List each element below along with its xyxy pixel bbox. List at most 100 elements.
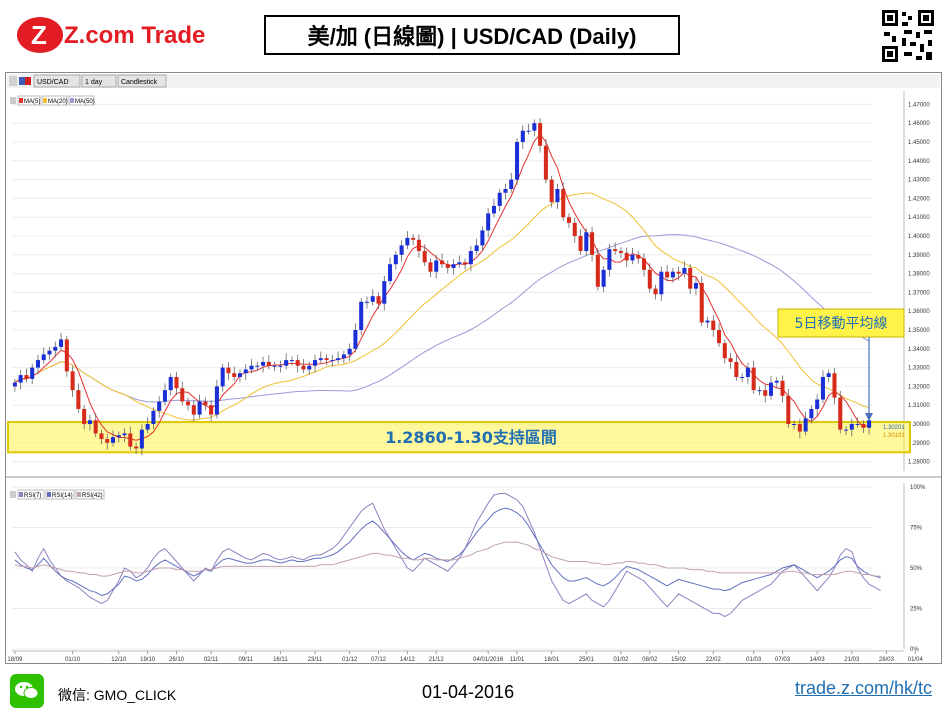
candle-body [486, 213, 491, 231]
x-tick-label: 21/12 [429, 657, 445, 663]
candle-body [411, 237, 416, 240]
toolbar-handle-icon[interactable] [9, 76, 17, 86]
x-tick-label: 07/12 [371, 657, 387, 663]
rsi-legend-collapse-icon[interactable] [10, 491, 16, 498]
interval-button[interactable] [81, 74, 117, 88]
candle-body [18, 375, 23, 383]
candle-body [532, 123, 537, 131]
legend-rsi14: RSI(14) [52, 493, 73, 499]
candle-body [613, 249, 618, 252]
candle-body [803, 418, 808, 432]
x-tick-label: 19/10 [140, 657, 156, 663]
ma20-line [14, 192, 870, 421]
x-tick-label: 18/01 [544, 657, 560, 663]
candle-body [838, 397, 843, 430]
candle-body [809, 408, 814, 419]
candle-body [272, 365, 277, 367]
price-tick-label: 1.38000 [908, 272, 930, 278]
candle-body [307, 365, 312, 370]
candle-body [428, 262, 433, 272]
x-tick-label: 09/11 [238, 657, 253, 663]
candle-body [578, 236, 583, 252]
candle-body [47, 350, 52, 355]
website-link[interactable]: trade.z.com/hk/tc [795, 678, 933, 698]
candle-body [122, 433, 127, 436]
x-tick-label: 04/01/2016 [473, 657, 504, 663]
candle-body [186, 401, 191, 406]
candle-body [336, 358, 341, 361]
candle-body [520, 130, 525, 142]
last-price-label: 1.30201 [883, 425, 905, 431]
x-tick-label: 01/02 [613, 657, 629, 663]
candle-body [561, 189, 566, 218]
candle-body [105, 439, 110, 443]
candle-body [128, 433, 133, 447]
candle-body [722, 343, 727, 359]
candle-body [699, 283, 704, 323]
candle-body [861, 424, 866, 428]
price-tick-label: 1.31000 [908, 403, 930, 409]
price-tick-label: 1.35000 [908, 328, 930, 334]
x-tick-label: 01/03 [746, 657, 762, 663]
candles [12, 117, 872, 456]
symbol-button[interactable] [33, 74, 81, 88]
svg-text:Z: Z [31, 20, 47, 50]
candle-body [416, 239, 421, 252]
candle-body [468, 251, 473, 265]
candle-body [53, 346, 58, 351]
x-tick-label: 14/12 [400, 657, 416, 663]
x-tick-label: 26/10 [169, 657, 185, 663]
candle-body [665, 271, 670, 278]
x-tick-label: 02/11 [204, 657, 219, 663]
legend-collapse-icon[interactable] [10, 97, 16, 104]
price-tick-label: 1.43000 [908, 178, 930, 184]
chart-style-button[interactable] [117, 74, 167, 88]
candle-body [572, 222, 577, 236]
candle-body [797, 424, 802, 432]
ca-flag-icon [25, 77, 31, 85]
candle-body [359, 301, 364, 330]
x-tick-label: 23/11 [308, 657, 323, 663]
candle-body [382, 281, 387, 304]
wechat-icon[interactable] [10, 674, 44, 708]
rsi-axis: 0% 25% 50% 75% 100% [903, 483, 926, 653]
x-tick-label: 21/03 [844, 657, 860, 663]
candle-body [220, 367, 225, 387]
candle-body [451, 264, 456, 268]
support-zone [7, 421, 911, 454]
candle-body [815, 399, 820, 409]
candle-body [676, 271, 681, 274]
x-tick-label: 01/04 [908, 657, 924, 663]
chart-area[interactable]: USD/CAD 1 day Candlestick 1.28000 1.29000… [5, 72, 942, 664]
candle-body [768, 382, 774, 396]
candle-body [318, 358, 323, 361]
candle-body [792, 424, 797, 425]
candle-body [555, 189, 560, 203]
rsi-grid [12, 486, 872, 650]
candle-body [463, 262, 468, 265]
rsi-series-line [14, 507, 881, 597]
moving-averages [14, 133, 870, 441]
price-tick-label: 1.41000 [908, 215, 930, 221]
candle-body [249, 365, 254, 370]
candle-body [388, 264, 393, 282]
candle-body [157, 401, 162, 411]
candle-body [261, 361, 266, 366]
ma5-annotation-box [777, 308, 905, 338]
candle-body [647, 269, 652, 289]
candle-body [180, 388, 185, 402]
candle-body [422, 251, 427, 263]
candle-body [35, 360, 40, 368]
candle-body [636, 254, 641, 259]
rsi-tick-label: 75% [910, 526, 923, 532]
legend-ma5: MA(5) [24, 99, 40, 105]
arrow-head-icon [865, 413, 873, 421]
candle-body [295, 360, 300, 366]
candle-body [405, 237, 410, 246]
rsi-tick-label: 50% [910, 566, 923, 572]
legend-rsi7: RSI(7) [24, 493, 41, 499]
candle-body [711, 320, 716, 330]
report-date: 01-04-2016 [422, 682, 515, 702]
x-tick-label: 28/03 [879, 657, 895, 663]
candle-body [341, 354, 346, 359]
